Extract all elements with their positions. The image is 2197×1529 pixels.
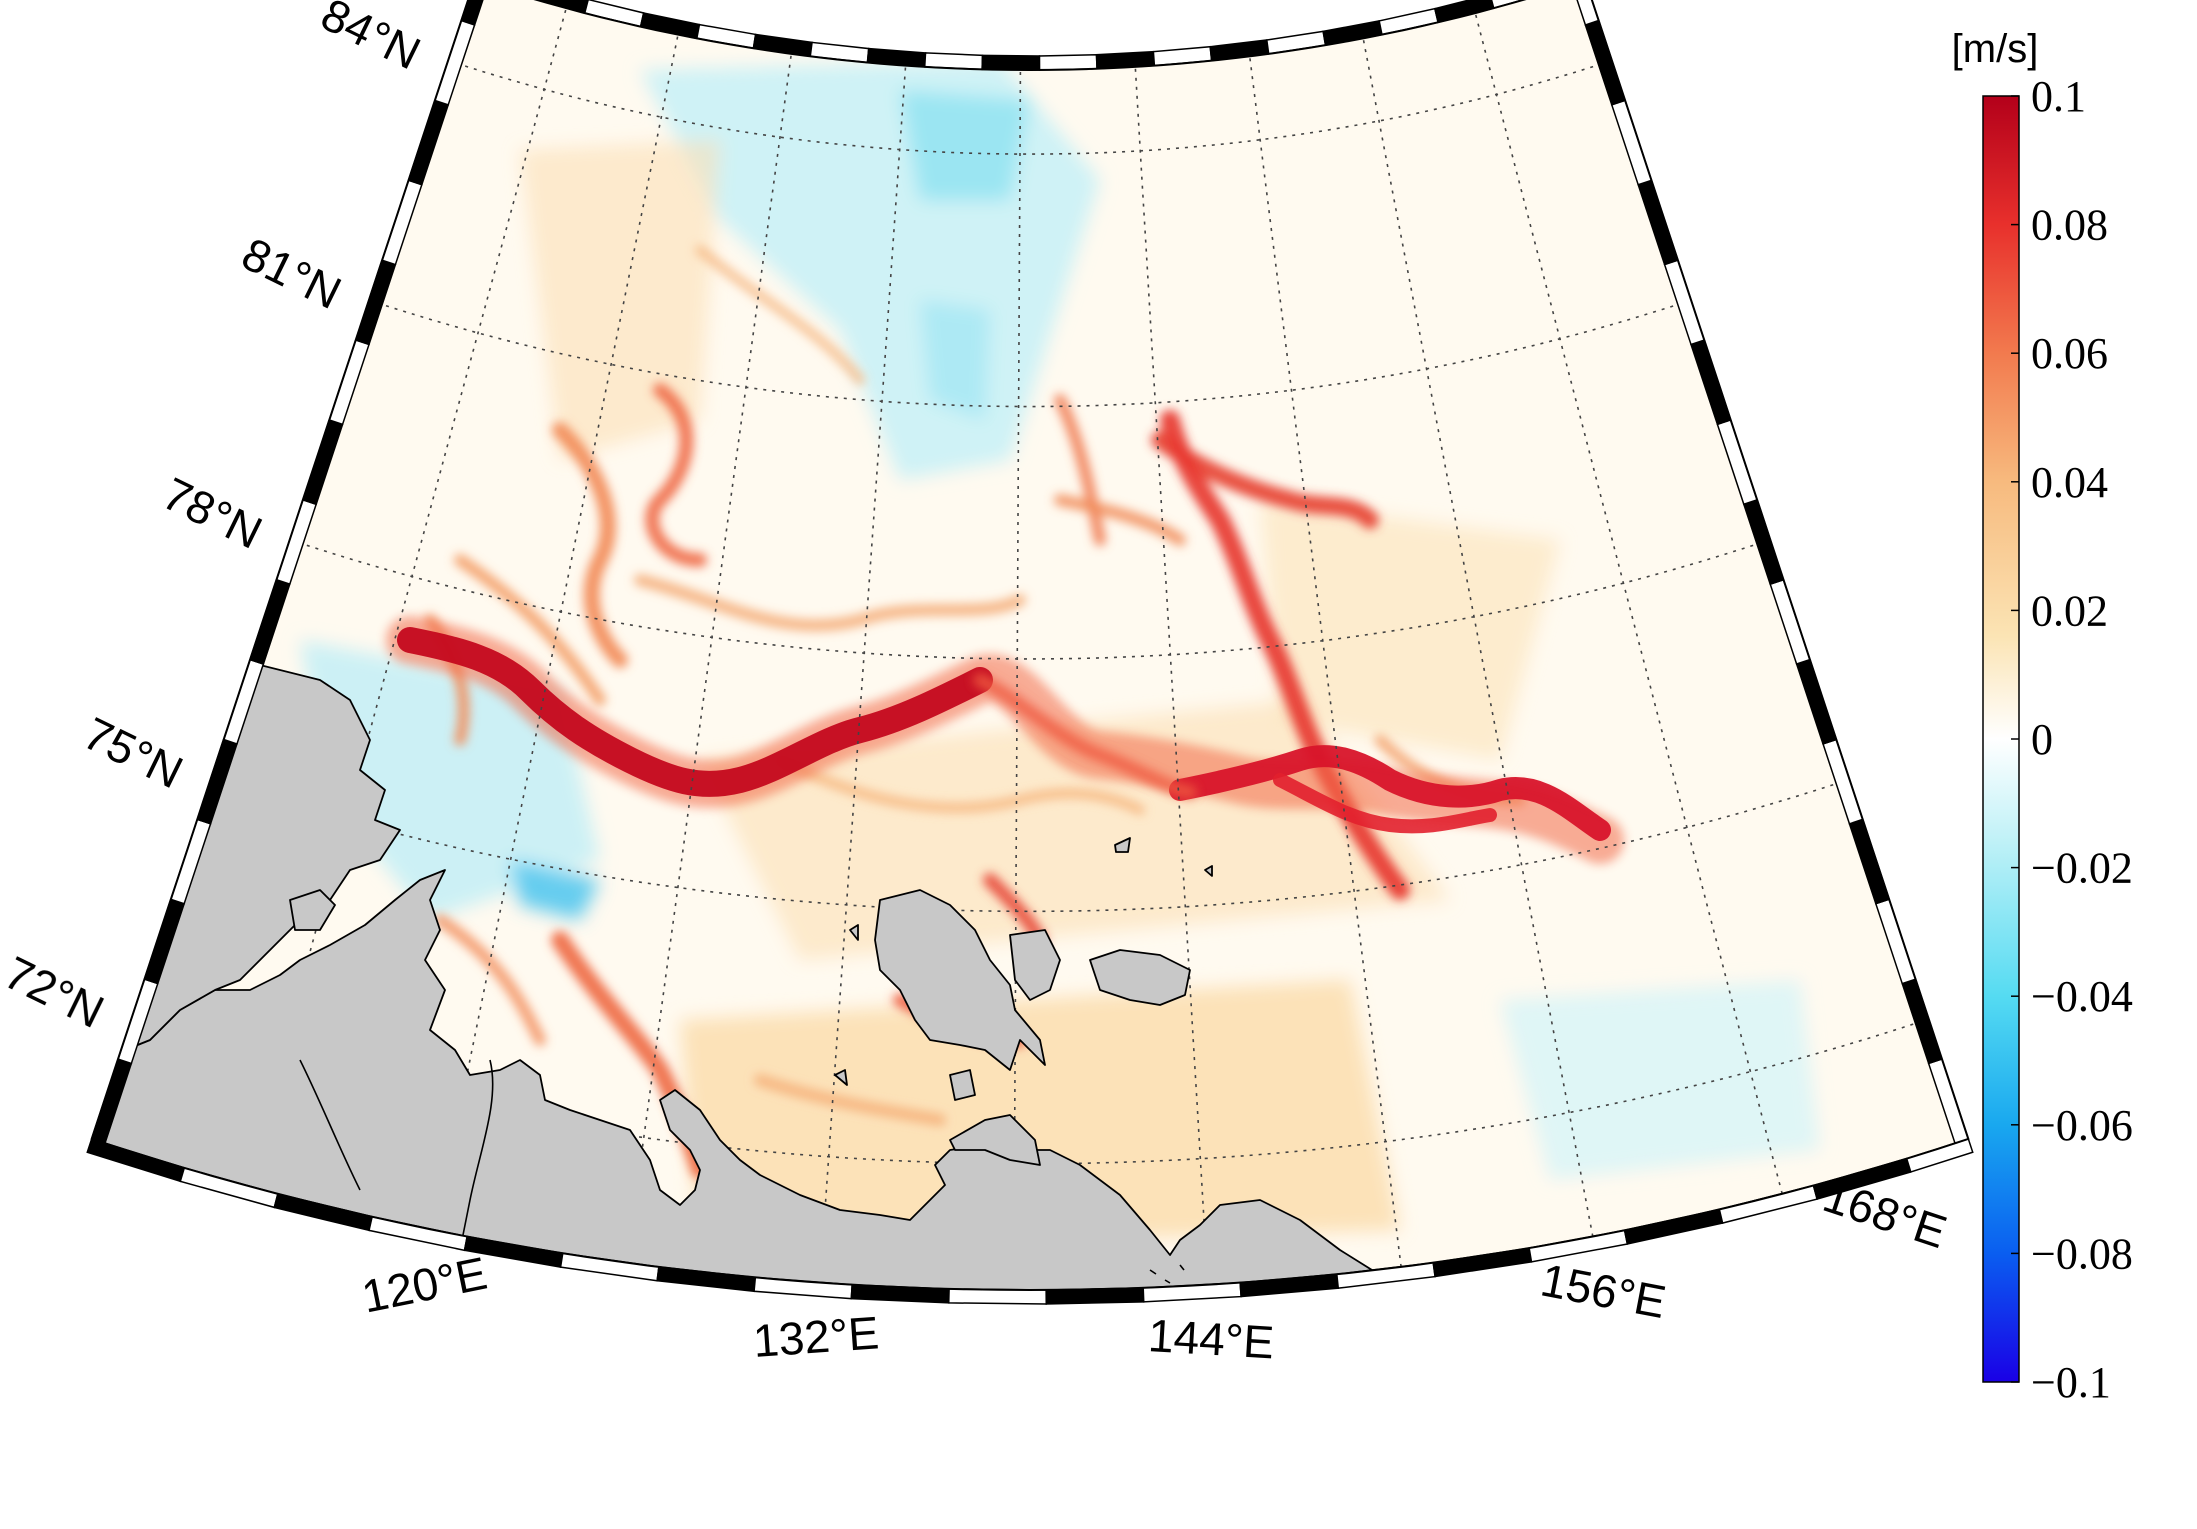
cyan-anomaly-mid <box>920 300 990 420</box>
frame-bottom-seg <box>947 1288 1048 1305</box>
jet-north-west-2 <box>645 383 707 567</box>
orange-haze-east <box>1260 500 1560 760</box>
latitude-label: 72°N <box>0 946 112 1038</box>
colorbar-tick-label: 0 <box>2031 715 2053 764</box>
map-border <box>90 0 1970 1292</box>
cyan-anomaly-core <box>900 90 1030 200</box>
orange-haze-north <box>520 140 720 460</box>
jet-south-2 <box>434 914 546 1046</box>
island-kotelny <box>874 889 1046 1071</box>
island-small-4 <box>834 1069 848 1086</box>
island-small-3 <box>849 924 859 941</box>
jet-north-west-3 <box>454 554 606 706</box>
colorbar-tick-label: −0.1 <box>2031 1358 2111 1407</box>
latitude-label: 75°N <box>76 707 191 799</box>
colorbar-tick-label: 0.02 <box>2031 586 2108 635</box>
graticule <box>131 7 1929 1291</box>
land-island-west <box>289 889 336 931</box>
island-small-1 <box>1114 837 1131 853</box>
blue-anomaly-west <box>510 860 600 920</box>
coast-islets-2 <box>1479 1289 1528 1291</box>
land-siberia-mainland <box>91 869 1969 1291</box>
colorbar-tick-label: −0.02 <box>2031 844 2133 893</box>
main-jet-east-split <box>1273 773 1497 834</box>
orange-haze-south <box>680 980 1400 1250</box>
colorbar-tick-label: 0.06 <box>2031 329 2108 378</box>
main-jet-mid <box>973 673 1197 799</box>
colorbar-tick-label: 0.04 <box>2031 458 2108 507</box>
colorbar-tick-label: −0.04 <box>2031 972 2133 1021</box>
parallel-72 <box>131 1018 1929 1165</box>
colorbar-ticks: 0.1 0.08 0.06 0.04 0.02 0 −0.02 −0.04 −0.06 −0.08… <box>2011 72 2133 1407</box>
cyan-anomaly-east <box>1500 980 1820 1180</box>
island-novaya-sibir <box>1089 949 1191 1006</box>
longitude-label: 144°E <box>1147 1309 1276 1368</box>
coastline-details <box>299 1059 1528 1291</box>
island-small-2 <box>1204 865 1213 877</box>
jet-north-west-1 <box>552 422 628 668</box>
map-frame <box>86 0 1974 1305</box>
colorbar: [m/s] 0.1 0.08 0.06 0.04 0.02 0 −0.02 −0.04 −0.0… <box>1952 27 2133 1407</box>
island-bunge <box>949 1069 976 1101</box>
frame-top-seg <box>981 54 1041 71</box>
latitude-label: 81°N <box>234 227 349 319</box>
main-jet-east <box>1169 745 1611 841</box>
jet-west-ridge <box>634 574 1026 632</box>
coast-islets-1 <box>1119 1264 1207 1291</box>
river-khatanga <box>299 1059 361 1191</box>
frame-top-seg <box>1038 53 1098 71</box>
latitude-label: 84°N <box>313 0 428 79</box>
colorbar-unit-label: [m/s] <box>1952 27 2039 71</box>
longitude-label: 132°E <box>751 1306 880 1367</box>
colorbar-tick-label: −0.06 <box>2031 1101 2133 1150</box>
jet-north-east-3 <box>1054 394 1106 546</box>
longitude-label: 120°E <box>357 1247 491 1323</box>
velocity-field <box>300 60 1820 1250</box>
jet-north-east-4 <box>1054 494 1186 546</box>
colorbar-tick-label: 0.1 <box>2031 72 2086 121</box>
river-delta-lena <box>439 1059 494 1291</box>
jet-center-ridge <box>775 755 1145 815</box>
main-jet-core <box>397 627 993 797</box>
latitude-label: 78°N <box>155 467 270 559</box>
colorbar-tick-label: −0.08 <box>2031 1229 2133 1278</box>
island-faddeyevsky <box>1009 929 1061 1001</box>
jet-south-3 <box>754 1074 946 1126</box>
jet-mid-north <box>695 245 865 385</box>
island-bolshoy-lyakhovsky <box>949 1114 1041 1166</box>
main-jet <box>386 616 1624 864</box>
longitude-label: 156°E <box>1537 1253 1670 1328</box>
longitude-label: 168°E <box>1817 1169 1953 1258</box>
colorbar-tick-label: 0.08 <box>2031 201 2108 250</box>
